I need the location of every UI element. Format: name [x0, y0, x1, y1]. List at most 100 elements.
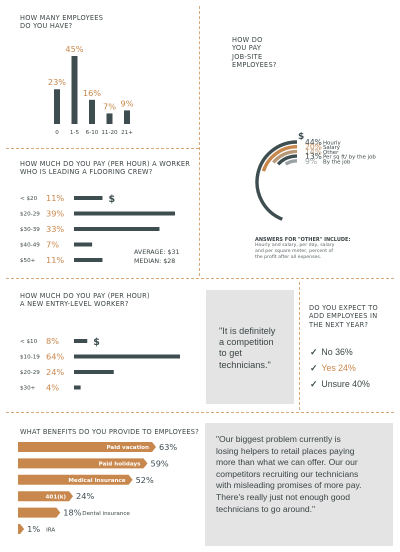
quote1-line1: "It is definitely: [219, 326, 276, 336]
payment-title-line4: EMPLOYEES?: [232, 61, 277, 70]
benefits-category-0: Paid vacation: [106, 445, 149, 451]
add-employees-title-line2: ADD EMPLOYEES IN: [309, 312, 378, 321]
entry-dollar-icon: $: [93, 337, 100, 348]
payment-arc-0: [255, 140, 298, 221]
employees-category-2: 6-10: [86, 130, 99, 136]
crew-lead-title-line2: WHO IS LEADING A FLOORING CREW?: [20, 168, 153, 177]
payment-cat-3: Per sq ft/ by the job: [323, 155, 376, 161]
benefits-pct-4: 18%: [63, 508, 81, 518]
employees-chart: 23% 0 45% 1-5 16% 6-10 7% 11-20 9% 21+: [48, 44, 134, 136]
benefits-bar-5: [18, 524, 25, 534]
add-employees-title-line3: THE NEXT YEAR?: [309, 320, 369, 329]
benefits-category-1: Paid holidays: [99, 462, 142, 468]
crew-lead-median: MEDIAN: $28: [134, 258, 176, 265]
quote2-line5: with misleading promises of more pay.: [216, 480, 362, 491]
payment-cat-1: Salary: [323, 145, 341, 151]
entry-bar-0: [74, 339, 88, 343]
crew-lead-bar-2: [74, 227, 160, 231]
payment-note-title: ANSWERS FOR "OTHER" INCLUDE:: [255, 237, 351, 243]
add-employees-list: ✓ No 36% ✓ Yes 24% ✓ Unsure 40%: [310, 344, 370, 392]
crew-lead-title: HOW MUCH DO YOU PAY (PER HOUR) A WORKER …: [20, 160, 190, 177]
divider-horizontal-3: [6, 412, 394, 413]
crew-lead-pct-1: 39%: [46, 209, 64, 219]
payment-title-line1: HOW DO: [232, 36, 263, 44]
payment-pct-0: 44%: [305, 138, 322, 147]
crew-lead-pct-4: 11%: [46, 255, 64, 265]
crew-lead-chart: < $20 11% $ $20-29 39% $30-39 33% $40-49 7% $50+ 1…: [20, 193, 175, 265]
benefits-pct-1: 59%: [150, 458, 168, 468]
entry-title-line2: A NEW ENTRY-LEVEL WORKER?: [20, 300, 129, 309]
option-label: Unsure 40%: [321, 379, 370, 389]
payment-note-line3: the profit after all expenses.: [255, 255, 322, 261]
entry-title: HOW MUCH DO YOU PAY (PER HOUR) A NEW ENT…: [20, 292, 150, 309]
payment-note: ANSWERS FOR "OTHER" INCLUDE: Hourly and …: [255, 237, 350, 261]
quote2-line3: more than what we can offer. Our our: [216, 457, 358, 468]
payment-note-line2: and per square meter, percent of: [255, 249, 334, 255]
employees-bar-1: [71, 56, 78, 124]
payment-arc-4: [284, 159, 298, 166]
benefits-bar-2: [18, 474, 133, 485]
entry-bar-3: [74, 385, 81, 390]
divider-vertical-top: [199, 6, 200, 276]
benefits-category-4: Dental insurance: [82, 511, 130, 517]
employees-category-4: 21+: [121, 130, 133, 136]
employees-title-line1: HOW MANY EMPLOYEES: [20, 14, 104, 22]
quote2-line6: There's really just not enough good: [216, 491, 350, 502]
benefits-bar-1: [18, 458, 148, 469]
divider-horizontal-1: [6, 148, 199, 149]
entry-pct-3: 4%: [46, 383, 59, 393]
entry-pct-0: 8%: [46, 336, 59, 346]
entry-bar-2: [74, 370, 114, 374]
payment-title: HOW DO YOU PAY JOB-SITE EMPLOYEES?: [232, 36, 277, 70]
quote2-line4: competitors recruiting our technicians: [216, 468, 359, 479]
benefits-pct-5: 1%: [27, 524, 40, 534]
add-employees-option-yes: ✓ Yes 24%: [310, 360, 370, 376]
entry-chart: < $10 8% $ $10-19 64% $20-29 24% $30+ 4%: [20, 336, 180, 393]
employees-bar-label-3: 7%: [103, 101, 116, 111]
entry-category-0: < $10: [20, 339, 38, 345]
entry-category-3: $30+: [20, 386, 36, 392]
crew-lead-category-0: < $20: [20, 196, 38, 202]
benefits-bar-4: [18, 507, 61, 518]
payment-note-line1: Hourly and salary, per day, salary: [255, 243, 335, 249]
divider-vertical-mid: [299, 282, 300, 410]
crew-lead-bar-1: [74, 211, 175, 216]
quote1-panel: "It is definitely a competition to get t…: [206, 290, 294, 404]
add-employees-option-unsure: ✓ Unsure 40%: [310, 376, 370, 392]
benefits-category-5: IRA: [46, 528, 55, 534]
check-icon: ✓: [310, 363, 318, 373]
benefits-category-2: Medical Insurance: [68, 478, 125, 484]
check-icon: ✓: [310, 347, 318, 357]
crew-lead-category-1: $20-29: [20, 212, 40, 218]
crew-lead-pct-2: 33%: [46, 224, 64, 234]
add-employees-title: DO YOU EXPECT TO ADD EMPLOYEES IN THE NE…: [309, 304, 378, 329]
add-employees-title-line1: DO YOU EXPECT TO: [309, 304, 378, 312]
payment-pct-1: 20%: [305, 143, 322, 152]
employees-bar-3: [106, 113, 113, 124]
crew-lead-title-line1: HOW MUCH DO YOU PAY (PER HOUR) A WORKER: [20, 160, 191, 168]
quote1-text: "It is definitely a competition to get t…: [219, 326, 275, 371]
quote2-panel: "Our biggest problem currently is losing…: [205, 423, 393, 546]
benefits-category-3: 401(k): [46, 494, 67, 500]
employees-bar-2: [89, 99, 95, 124]
check-icon: ✓: [310, 379, 318, 389]
quote2-line2: losing helpers to retail places paying: [216, 445, 355, 456]
employees-category-3: 11-20: [101, 130, 118, 136]
entry-category-2: $20-29: [20, 370, 40, 376]
employees-bar-label-2: 16%: [83, 88, 101, 98]
payment-arc-3: [276, 154, 298, 166]
payment-cat-2: Other: [323, 150, 339, 156]
crew-lead-bar-0: [74, 196, 103, 200]
option-label: Yes 24%: [321, 363, 356, 373]
payment-cat-4: By the job: [323, 159, 351, 165]
payment-pct-4: 9%: [305, 157, 317, 166]
benefits-bar-3: [18, 491, 74, 502]
entry-category-1: $10-19: [20, 355, 40, 361]
benefits-bar-0: [18, 442, 156, 452]
employees-category-1: 1-5: [70, 130, 80, 136]
quote2-text: "Our biggest problem currently is losing…: [216, 434, 362, 515]
crew-lead-category-2: $30-39: [20, 227, 40, 233]
quote2-line7: technicians to go around.": [216, 503, 316, 514]
crew-lead-bar-3: [74, 242, 93, 247]
